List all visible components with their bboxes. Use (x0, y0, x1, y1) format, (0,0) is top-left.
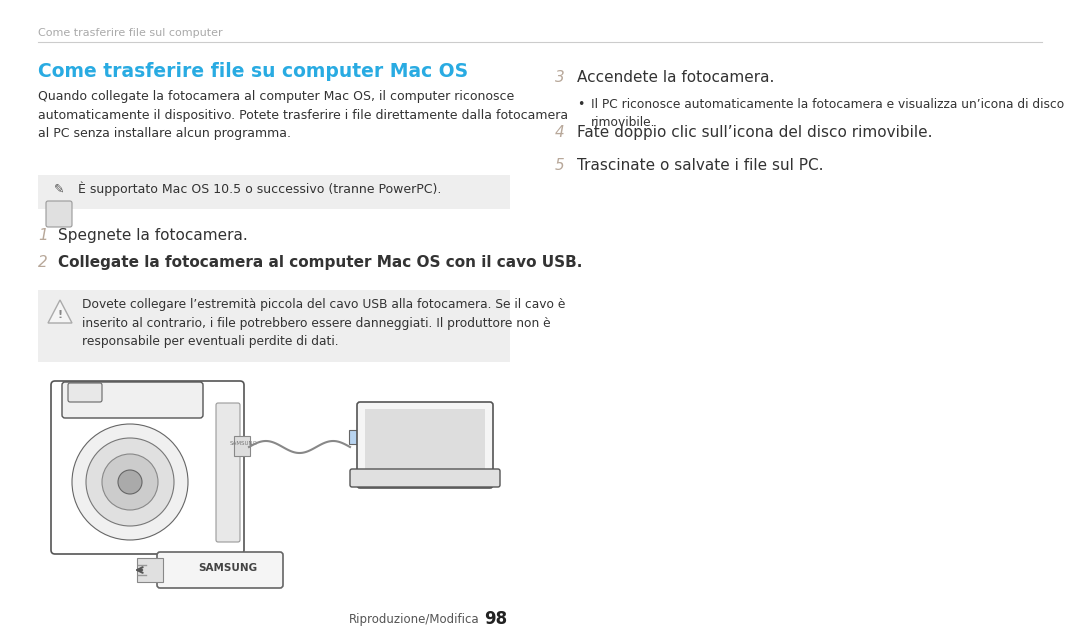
FancyBboxPatch shape (51, 381, 244, 554)
Text: Come trasferire file sul computer: Come trasferire file sul computer (38, 28, 222, 38)
FancyBboxPatch shape (68, 383, 102, 402)
Text: 98: 98 (484, 610, 508, 628)
Circle shape (118, 470, 141, 494)
Text: Il PC riconosce automaticamente la fotocamera e visualizza un’icona di disco
rim: Il PC riconosce automaticamente la fotoc… (591, 98, 1064, 129)
Text: !: ! (57, 310, 63, 320)
Text: Trascinate o salvate i file sul PC.: Trascinate o salvate i file sul PC. (577, 158, 824, 173)
Text: Riproduzione/Modifica: Riproduzione/Modifica (349, 613, 480, 626)
Text: Collegate la fotocamera al computer Mac OS con il cavo USB.: Collegate la fotocamera al computer Mac … (58, 255, 582, 270)
Circle shape (86, 438, 174, 526)
FancyBboxPatch shape (62, 382, 203, 418)
FancyBboxPatch shape (216, 403, 240, 542)
FancyBboxPatch shape (46, 201, 72, 227)
FancyBboxPatch shape (38, 175, 510, 209)
Text: 3: 3 (555, 70, 565, 85)
FancyBboxPatch shape (157, 552, 283, 588)
Text: ✎: ✎ (54, 183, 64, 196)
Text: È supportato Mac OS 10.5 o successivo (tranne PowerPC).: È supportato Mac OS 10.5 o successivo (t… (78, 182, 442, 197)
Text: SAMSUNG: SAMSUNG (230, 441, 258, 446)
Circle shape (102, 454, 158, 510)
Text: SAMSUNG: SAMSUNG (199, 563, 257, 573)
Text: 5: 5 (555, 158, 565, 173)
FancyBboxPatch shape (349, 430, 369, 444)
Circle shape (72, 424, 188, 540)
Text: Quando collegate la fotocamera al computer Mac OS, il computer riconosce
automat: Quando collegate la fotocamera al comput… (38, 90, 568, 140)
Text: Dovete collegare l’estremità piccola del cavo USB alla fotocamera. Se il cavo è
: Dovete collegare l’estremità piccola del… (82, 298, 565, 348)
Text: Accendete la fotocamera.: Accendete la fotocamera. (577, 70, 774, 85)
FancyBboxPatch shape (38, 290, 510, 362)
Text: Fate doppio clic sull’icona del disco rimovibile.: Fate doppio clic sull’icona del disco ri… (577, 125, 932, 140)
Text: 4: 4 (555, 125, 565, 140)
FancyBboxPatch shape (365, 409, 485, 481)
FancyBboxPatch shape (357, 402, 492, 488)
Text: Spegnete la fotocamera.: Spegnete la fotocamera. (58, 228, 247, 243)
Polygon shape (48, 300, 72, 323)
FancyBboxPatch shape (350, 469, 500, 487)
FancyBboxPatch shape (234, 436, 249, 456)
FancyBboxPatch shape (137, 558, 163, 582)
Text: •: • (577, 98, 584, 111)
Text: 1: 1 (38, 228, 48, 243)
Text: 2: 2 (38, 255, 48, 270)
Text: Come trasferire file su computer Mac OS: Come trasferire file su computer Mac OS (38, 62, 468, 81)
